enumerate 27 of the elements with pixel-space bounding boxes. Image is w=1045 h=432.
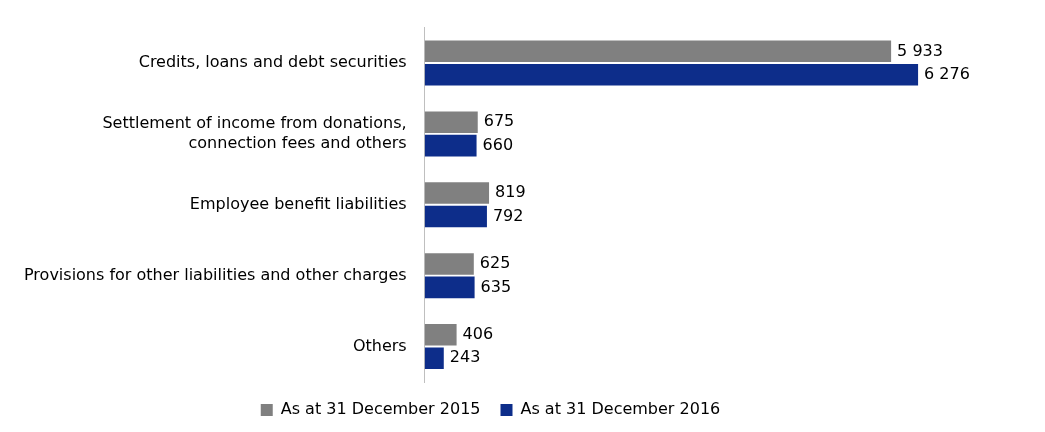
bar (424, 253, 474, 275)
bar (424, 276, 475, 299)
data-label: 675 (483, 111, 515, 131)
bar (424, 324, 457, 346)
data-label: 5 933 (897, 40, 943, 60)
bar (424, 111, 478, 133)
data-label: 243 (449, 347, 481, 367)
data-label: 635 (480, 276, 512, 296)
legend-label: As at 31 December 2016 (520, 399, 721, 419)
data-label: 819 (495, 182, 526, 202)
bar (424, 347, 444, 370)
bar (424, 40, 892, 63)
y-tick-label: Credits, loans and debt securities (138, 52, 407, 72)
y-tick-label: Others (352, 335, 407, 355)
y-tick-label: Provisions for other liabilities and other charges (24, 264, 407, 284)
data-label: 406 (462, 324, 494, 344)
data-label: 6 276 (924, 63, 970, 83)
bar (424, 182, 490, 204)
bar (424, 63, 919, 86)
y-tick-label: Employee benefit liabilities (189, 193, 407, 213)
bar (424, 134, 477, 157)
legend-label: As at 31 December 2015 (280, 399, 481, 419)
data-label: 660 (482, 134, 514, 154)
data-label: 625 (479, 253, 511, 273)
data-label: 792 (492, 205, 524, 225)
bar (424, 205, 487, 228)
y-tick-label: Settlement of income from donations, connection fees and others (102, 113, 407, 152)
